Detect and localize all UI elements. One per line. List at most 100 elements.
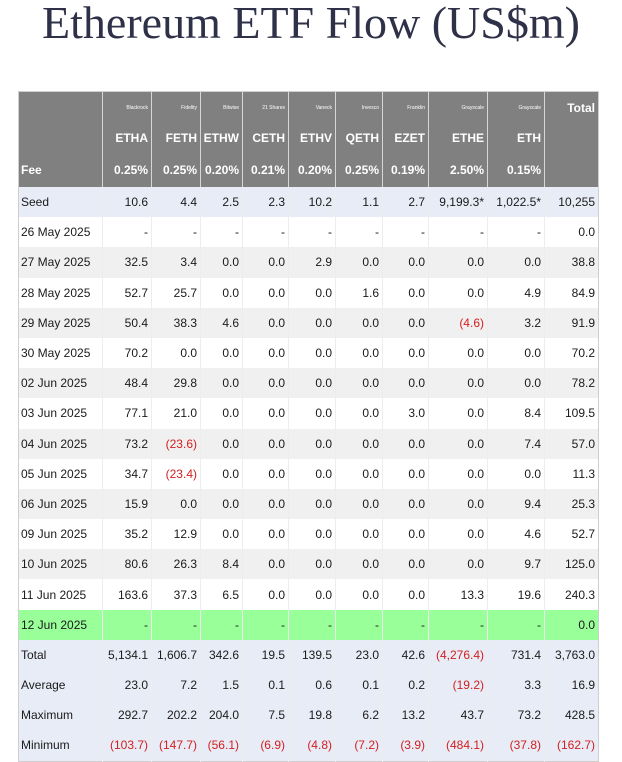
table-cell: -	[288, 217, 336, 248]
row-label: 29 May 2025	[18, 307, 103, 338]
fee-header-row: Fee 0.25% 0.25% 0.20% 0.21% 0.20% 0.25% 0.19% 2.…	[18, 153, 599, 187]
issuer-header-cell: Grayscale	[428, 91, 488, 123]
fee-header-cell: 0.20%	[200, 153, 243, 187]
table-cell: 0.0	[242, 458, 289, 489]
table-row: 05 Jun 2025 34.7 (23.4) 0.0 0.0 0.0 0.0 0.0 0.0 0…	[18, 458, 599, 489]
ticker-header-cell: CETH	[242, 123, 289, 153]
table-cell: 0.0	[428, 488, 488, 520]
table-cell: 1,022.5*	[487, 187, 545, 218]
fee-header-cell: 0.15%	[487, 153, 545, 187]
table-cell: 0.0	[382, 337, 429, 369]
row-label: 03 Jun 2025	[18, 398, 103, 429]
table-cell: 292.7	[102, 700, 152, 731]
table-cell: 0.0	[200, 368, 243, 399]
table-cell: 19.6	[487, 579, 545, 610]
table-cell: 29.8	[151, 368, 201, 399]
table-cell: (19.2)	[428, 670, 488, 701]
row-label: 26 May 2025	[18, 217, 103, 248]
table-cell: 0.0	[242, 247, 289, 278]
table-cell: (23.6)	[151, 428, 201, 459]
row-label: Maximum	[18, 700, 103, 731]
ticker-header-cell	[544, 123, 599, 153]
table-row: Total 5,134.1 1,606.7 342.6 19.5 139.5 23.0 42.…	[18, 639, 599, 670]
issuer-header-cell: Total	[544, 91, 599, 123]
table-cell: 731.4	[487, 639, 545, 670]
row-label: 10 Jun 2025	[18, 549, 103, 580]
ticker-header-cell: EZET	[382, 123, 429, 153]
table-body: Seed 10.6 4.4 2.5 2.3 10.2 1.1 2.7 9,199.3* 1,022…	[18, 187, 599, 762]
table-cell: 34.7	[102, 458, 152, 489]
table-row: 06 Jun 2025 15.9 0.0 0.0 0.0 0.0 0.0 0.0 0.0 9.4 2…	[18, 488, 599, 520]
table-cell: 9.4	[487, 488, 545, 520]
table-cell: (4.6)	[428, 307, 488, 338]
table-cell: 0.1	[242, 670, 289, 701]
table-cell: (484.1)	[428, 730, 488, 762]
table-cell: 0.0	[382, 519, 429, 550]
table-cell: -	[335, 609, 383, 640]
issuer-header-cell: Vaneck	[288, 91, 336, 123]
fee-header-cell: 0.20%	[288, 153, 336, 187]
table-cell: (103.7)	[102, 730, 152, 762]
table-cell: 15.9	[102, 488, 152, 520]
table-row: 04 Jun 2025 73.2 (23.6) 0.0 0.0 0.0 0.0 0.0 0.0 7…	[18, 428, 599, 459]
table-cell: 202.2	[151, 700, 201, 731]
table-cell: 6.5	[200, 579, 243, 610]
table-cell: 35.2	[102, 519, 152, 550]
table-cell: 0.0	[288, 277, 336, 308]
table-cell: 52.7	[102, 277, 152, 308]
table-cell: (37.8)	[487, 730, 545, 762]
table-cell: 0.0	[288, 368, 336, 399]
table-cell: 0.0	[335, 307, 383, 338]
table-cell: 0.0	[242, 488, 289, 520]
ticker-header-row: ETHA FETH ETHW CETH ETHV QETH EZET ETHE ETH	[18, 123, 599, 153]
table-cell: 8.4	[487, 398, 545, 429]
table-cell: 0.0	[242, 307, 289, 338]
table-cell: 6.2	[335, 700, 383, 731]
table-cell: 0.0	[288, 488, 336, 520]
table-row: 11 Jun 2025 163.6 37.3 6.5 0.0 0.0 0.0 0.0 13.3 1…	[18, 579, 599, 610]
row-label: 12 Jun 2025	[18, 609, 103, 640]
table-cell: 1.5	[200, 670, 243, 701]
table-cell: 5,134.1	[102, 639, 152, 670]
table-cell: 0.0	[544, 609, 599, 640]
table-cell: 0.0	[428, 277, 488, 308]
table-cell: 0.0	[382, 277, 429, 308]
ticker-header-cell	[18, 123, 103, 153]
table-cell: -	[242, 609, 289, 640]
table-cell: 4.6	[200, 307, 243, 338]
table-cell: 0.0	[200, 428, 243, 459]
row-label: 27 May 2025	[18, 247, 103, 278]
row-label: Minimum	[18, 730, 103, 762]
ticker-header-cell: ETHV	[288, 123, 336, 153]
table-row: 30 May 2025 70.2 0.0 0.0 0.0 0.0 0.0 0.0 0.0 0.0 7…	[18, 337, 599, 369]
table-cell: 23.0	[102, 670, 152, 701]
table-cell: 0.0	[335, 458, 383, 489]
table-cell: 0.0	[288, 549, 336, 580]
table-cell: 10.6	[102, 187, 152, 218]
fee-header-cell: 0.21%	[242, 153, 289, 187]
table-cell: 0.0	[428, 398, 488, 429]
table-cell: 12.9	[151, 519, 201, 550]
table-cell: -	[487, 609, 545, 640]
table-cell: -	[428, 609, 488, 640]
table-cell: 0.0	[288, 398, 336, 429]
ticker-header-cell: ETHW	[200, 123, 243, 153]
table-cell: (6.9)	[242, 730, 289, 762]
table-cell: -	[102, 609, 152, 640]
table-cell: 0.0	[544, 217, 599, 248]
table-cell: 4.9	[487, 277, 545, 308]
table-cell: 32.5	[102, 247, 152, 278]
row-label: Seed	[18, 187, 103, 218]
table-row: Minimum (103.7) (147.7) (56.1) (6.9) (4.8) (7.…	[18, 730, 599, 762]
table-row: 29 May 2025 50.4 38.3 4.6 0.0 0.0 0.0 0.0 (4.6) 3…	[18, 307, 599, 338]
row-label: 30 May 2025	[18, 337, 103, 369]
table-cell: 0.1	[335, 670, 383, 701]
table-row: 02 Jun 2025 48.4 29.8 0.0 0.0 0.0 0.0 0.0 0.0 0.0…	[18, 368, 599, 399]
table-cell: -	[102, 217, 152, 248]
table-cell: 70.2	[544, 337, 599, 369]
row-label: 09 Jun 2025	[18, 519, 103, 550]
table-cell: 21.0	[151, 398, 201, 429]
table-cell: 0.6	[288, 670, 336, 701]
ticker-header-cell: ETH	[487, 123, 545, 153]
table-cell: -	[382, 609, 429, 640]
